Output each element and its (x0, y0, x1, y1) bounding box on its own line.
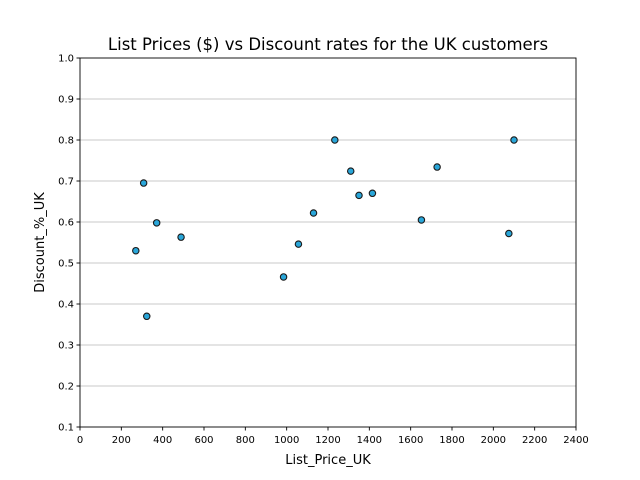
data-point (177, 233, 185, 241)
y-tick-label: 0.4 (58, 300, 74, 311)
chart-title: List Prices ($) vs Discount rates for th… (108, 35, 548, 54)
gridlines (80, 98, 576, 387)
x-tick-label: 2400 (563, 435, 588, 446)
y-tick-label: 0.7 (58, 177, 74, 188)
x-tick-label: 1800 (439, 435, 464, 446)
data-point (355, 191, 363, 200)
data-point (417, 216, 426, 224)
data-point (510, 136, 518, 144)
y-tick-label: 0.6 (58, 218, 74, 229)
y-axis-label: Discount_%_UK (33, 192, 48, 293)
data-point (279, 273, 288, 281)
x-axis-label: List_Price_UK (285, 453, 371, 468)
y-tick-label: 0.3 (58, 341, 74, 352)
x-tick-label: 1200 (315, 435, 340, 446)
x-tick-label: 2200 (522, 435, 547, 446)
data-point (309, 209, 318, 217)
data-point (505, 229, 513, 238)
data-point (139, 179, 148, 187)
x-axis: 0 200 400 600 800 1000 1200 1400 1600 1800 2000 220… (77, 427, 589, 446)
data-point (132, 246, 140, 255)
x-tick-label: 200 (112, 435, 131, 446)
data-point (368, 189, 377, 198)
x-tick-label: 600 (194, 435, 213, 446)
data-point (346, 167, 355, 175)
y-tick-label: 1.0 (58, 54, 74, 65)
y-tick-label: 0.5 (58, 259, 74, 270)
data-point (331, 136, 339, 144)
y-tick-label: 0.1 (58, 423, 74, 434)
y-tick-label: 0.8 (58, 136, 74, 147)
x-tick-label: 400 (153, 435, 172, 446)
plot-area (79, 57, 577, 428)
y-tick-label: 0.2 (58, 382, 74, 393)
y-axis: 0.1 0.2 0.3 0.4 0.5 0.6 0.7 0.8 0.9 1.0 (58, 54, 80, 434)
x-tick-label: 2000 (481, 435, 506, 446)
x-tick-label: 1400 (357, 435, 382, 446)
x-tick-label: 0 (77, 435, 83, 446)
data-point (433, 163, 441, 171)
data-point (294, 240, 303, 248)
x-tick-label: 1600 (398, 435, 423, 446)
data-point (143, 312, 151, 321)
x-tick-label: 800 (236, 435, 255, 446)
data-point (152, 219, 161, 227)
x-tick-label: 1000 (274, 435, 299, 446)
y-tick-label: 0.9 (58, 95, 74, 106)
data-points (132, 136, 518, 321)
